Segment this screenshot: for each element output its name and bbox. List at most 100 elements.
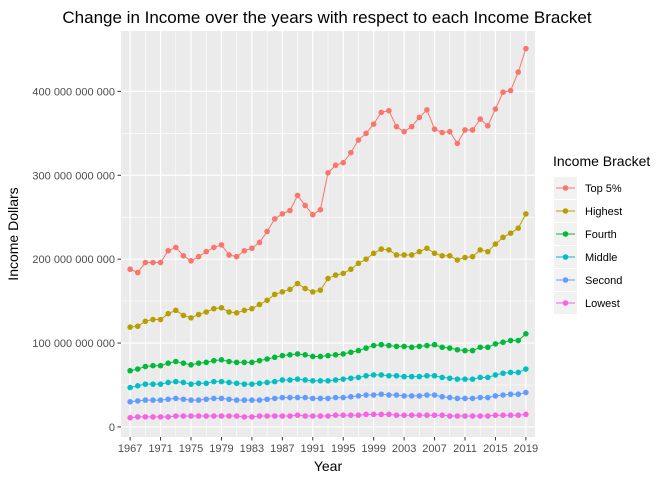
data-point-highest	[431, 250, 438, 257]
y-axis: 0 100 000 000 000 200 000 000 000 300 000 0…	[32, 86, 121, 434]
data-point-top-5	[279, 211, 286, 217]
data-point-highest	[134, 323, 141, 330]
chart-title: Change in Income over the years with res…	[62, 8, 591, 27]
data-point-middle	[165, 379, 171, 386]
data-point-lowest	[416, 412, 423, 418]
data-point-middle	[393, 372, 400, 379]
x-axis: 1967 1971 1975 1979 1983 1987 1991 1995 1999 2003…	[118, 437, 538, 455]
major-gridlines	[121, 31, 535, 437]
data-point-top-5	[165, 247, 171, 254]
data-point-fourth	[226, 358, 232, 365]
data-point-middle	[355, 374, 362, 381]
data-point-middle	[233, 380, 240, 387]
data-point-top-5	[142, 259, 149, 266]
data-point-middle	[309, 377, 316, 384]
data-point-second	[469, 395, 476, 402]
data-point-middle	[500, 370, 506, 377]
data-point-second	[439, 393, 445, 400]
data-point-lowest	[287, 413, 293, 419]
x-tick-label: 1987	[270, 443, 294, 455]
data-point-highest	[226, 309, 232, 315]
legend-key-point	[562, 208, 569, 214]
data-point-top-5	[302, 202, 308, 209]
data-point-lowest	[195, 413, 202, 419]
data-point-middle	[454, 376, 461, 382]
data-point-middle	[363, 372, 369, 379]
data-point-highest	[416, 248, 423, 255]
data-point-top-5	[287, 207, 293, 214]
data-point-second	[332, 394, 339, 401]
data-point-second	[515, 391, 522, 398]
data-point-fourth	[142, 363, 149, 370]
data-point-second	[172, 395, 179, 402]
data-point-fourth	[431, 341, 438, 348]
data-point-lowest	[477, 413, 484, 419]
legend-item-top-5: Top 5%	[554, 177, 622, 199]
data-point-middle	[507, 369, 514, 376]
data-point-fourth	[287, 351, 293, 358]
data-point-fourth	[477, 344, 484, 351]
data-point-fourth	[370, 342, 377, 349]
data-point-lowest	[134, 414, 141, 420]
data-point-fourth	[233, 359, 240, 366]
legend-key-point	[562, 277, 569, 283]
data-point-lowest	[355, 412, 362, 418]
data-point-fourth	[462, 347, 468, 354]
data-point-top-5	[507, 87, 514, 94]
data-point-fourth	[165, 360, 171, 366]
data-point-fourth	[454, 346, 461, 353]
data-point-lowest	[439, 412, 445, 418]
y-tick-label: 100 000 000 000	[32, 338, 115, 350]
data-point-middle	[188, 381, 194, 387]
data-point-top-5	[363, 130, 369, 137]
data-point-top-5	[370, 121, 377, 127]
data-point-top-5	[249, 245, 255, 252]
y-tick-label: 200 000 000 000	[32, 254, 115, 266]
data-point-fourth	[309, 353, 316, 360]
data-point-highest	[393, 252, 400, 258]
data-point-fourth	[492, 341, 499, 347]
data-point-lowest	[370, 411, 377, 418]
data-point-lowest	[226, 413, 232, 419]
data-point-lowest	[325, 413, 331, 419]
data-point-highest	[446, 253, 453, 259]
data-point-fourth	[393, 343, 400, 350]
data-point-lowest	[309, 413, 316, 419]
data-point-lowest	[127, 414, 133, 421]
legend-label: Middle	[585, 252, 617, 264]
data-point-second	[370, 392, 377, 398]
data-point-middle	[492, 372, 499, 378]
legend-label: Highest	[585, 206, 622, 218]
data-point-fourth	[127, 367, 133, 374]
data-point-fourth	[172, 358, 179, 365]
data-point-middle	[203, 380, 210, 387]
data-point-middle	[408, 373, 415, 380]
data-point-second	[408, 393, 415, 399]
x-axis-title: Year	[314, 458, 343, 474]
data-point-middle	[150, 381, 156, 387]
data-point-highest	[249, 305, 255, 312]
data-point-highest	[492, 241, 499, 247]
data-point-highest	[386, 247, 392, 253]
y-tick-label: 0	[109, 422, 115, 434]
data-point-fourth	[218, 357, 225, 363]
data-point-second	[241, 397, 248, 403]
legend-item-lowest: Lowest	[554, 292, 620, 314]
data-point-top-5	[188, 258, 194, 264]
data-point-highest	[408, 252, 415, 258]
data-point-fourth	[211, 357, 217, 364]
data-point-highest	[233, 310, 240, 316]
data-point-highest	[507, 230, 514, 236]
data-point-middle	[370, 372, 377, 378]
data-point-highest	[309, 289, 316, 295]
data-point-lowest	[523, 411, 529, 418]
data-point-second	[203, 396, 210, 403]
data-point-second	[226, 396, 232, 403]
legend-item-fourth: Fourth	[554, 223, 617, 245]
data-point-lowest	[150, 414, 156, 420]
data-point-highest	[271, 291, 278, 298]
data-point-second	[264, 396, 270, 403]
data-point-middle	[195, 380, 202, 387]
data-point-middle	[348, 375, 354, 382]
data-point-second	[157, 397, 164, 403]
